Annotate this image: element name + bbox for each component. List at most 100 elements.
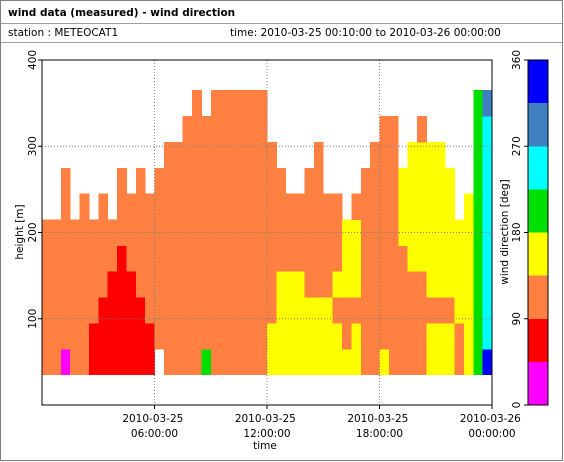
- cell: [342, 271, 352, 298]
- cell: [220, 348, 230, 376]
- cell: [351, 219, 362, 246]
- cell: [42, 297, 52, 324]
- cell: [51, 323, 62, 350]
- cell: [360, 323, 371, 350]
- cell: [482, 271, 493, 298]
- cell: [295, 193, 305, 220]
- cell: [482, 193, 493, 220]
- cell: [417, 219, 427, 246]
- cell: [304, 167, 315, 195]
- x-tick-label: 2010-03-25 18:00:00: [347, 413, 411, 440]
- cell: [145, 297, 155, 324]
- cell: [107, 348, 118, 376]
- cell: [323, 193, 334, 220]
- cell: [220, 167, 230, 195]
- cell: [126, 219, 137, 246]
- cell: [117, 271, 127, 298]
- cell: [417, 271, 427, 298]
- cell: [285, 193, 296, 220]
- cell: [135, 167, 146, 195]
- cell: [323, 219, 334, 246]
- cell: [417, 323, 427, 350]
- y-axis-label: height [m]: [14, 204, 26, 259]
- cell: [417, 348, 427, 376]
- cell: [135, 323, 146, 350]
- cell: [313, 245, 324, 272]
- cell: [154, 323, 165, 350]
- cell: [295, 348, 305, 376]
- cell: [182, 271, 193, 298]
- colorbar-tick-label: 270: [511, 136, 523, 156]
- cell: [173, 245, 184, 272]
- cell: [304, 271, 315, 298]
- cell: [482, 297, 493, 324]
- cell: [295, 297, 305, 324]
- cell: [370, 193, 380, 220]
- cell: [332, 323, 343, 350]
- cell: [276, 193, 287, 220]
- cell: [473, 245, 484, 272]
- cell: [407, 141, 418, 169]
- cell: [173, 141, 184, 169]
- y-tick-label: 100: [27, 309, 39, 329]
- cell: [173, 323, 184, 350]
- cell: [257, 348, 268, 376]
- cell: [135, 219, 146, 246]
- cell: [98, 348, 109, 376]
- cell: [51, 271, 62, 298]
- cell: [135, 245, 146, 272]
- x-tick-label-time: 00:00:00: [468, 428, 515, 440]
- cell: [70, 323, 80, 350]
- cell: [70, 271, 80, 298]
- cell: [257, 90, 268, 117]
- cell: [445, 297, 455, 324]
- cell: [117, 193, 127, 220]
- cell: [238, 245, 249, 272]
- cell: [445, 167, 455, 195]
- cell: [173, 219, 184, 246]
- cell: [407, 297, 418, 324]
- station: station : METEOCAT1: [8, 27, 118, 39]
- cell: [407, 271, 418, 298]
- colorbar-band: [528, 318, 548, 362]
- cell: [435, 219, 446, 246]
- cell: [379, 323, 390, 350]
- x-tick-label-date: 2010-03-26: [460, 413, 524, 425]
- cell: [435, 348, 446, 376]
- cell: [192, 245, 202, 272]
- cell: [342, 245, 352, 272]
- cell: [201, 348, 212, 376]
- cell: [379, 271, 390, 298]
- cell: [248, 90, 259, 117]
- cell: [229, 348, 240, 376]
- cell: [145, 271, 155, 298]
- cell: [238, 116, 249, 143]
- x-tick-label-time: 12:00:00: [243, 428, 290, 440]
- cell: [145, 245, 155, 272]
- cell: [276, 323, 287, 350]
- cell: [79, 245, 90, 272]
- cell: [360, 297, 371, 324]
- cell: [220, 323, 230, 350]
- cell: [388, 271, 399, 298]
- cell: [192, 167, 202, 195]
- cell: [482, 116, 493, 143]
- cell: [454, 297, 465, 324]
- cell: [482, 141, 493, 169]
- x-tick-label: 2010-03-26 00:00:00: [460, 413, 524, 440]
- cell: [313, 193, 324, 220]
- cell: [210, 219, 221, 246]
- cell: [398, 193, 409, 220]
- cell: [229, 297, 240, 324]
- cell: [98, 271, 109, 298]
- cell: [276, 219, 287, 246]
- cell: [267, 141, 277, 169]
- cell: [88, 271, 99, 298]
- cell: [117, 323, 127, 350]
- cell: [473, 219, 484, 246]
- cell: [426, 297, 437, 324]
- cell: [426, 323, 437, 350]
- cell: [435, 193, 446, 220]
- cell: [267, 167, 277, 195]
- cell: [285, 245, 296, 272]
